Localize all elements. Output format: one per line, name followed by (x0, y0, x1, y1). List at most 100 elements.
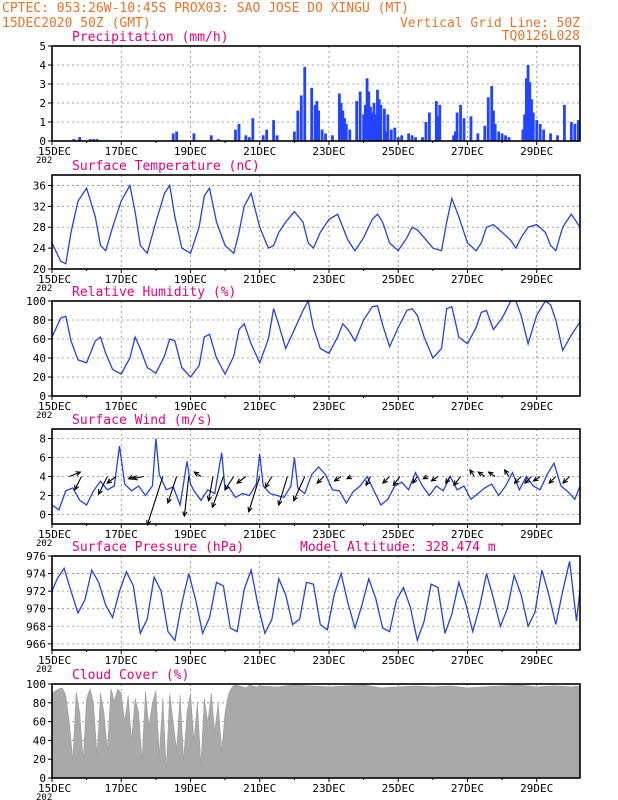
precip-bar (507, 137, 511, 141)
rh-xtick-label: 23DEC (312, 400, 345, 413)
wind-arrow-head (513, 478, 520, 484)
temp-xtick-label: 29DEC (520, 273, 553, 286)
wind-arrow-head (532, 476, 539, 482)
pres-ytick-label: 976 (26, 550, 46, 563)
rh-ytick-label: 100 (26, 295, 46, 308)
cloud-ytick-label: 100 (26, 678, 46, 691)
precip-bar (376, 89, 379, 141)
precip-ytick-label: 0 (39, 135, 46, 148)
precip-bar (476, 133, 480, 141)
pres-ytick-label: 966 (26, 638, 46, 651)
wind-arrow-head (206, 495, 212, 502)
pres-xtick-label: 23DEC (312, 654, 345, 667)
precip-bar (209, 135, 213, 141)
wind-ytick-label: 8 (39, 433, 46, 446)
cloud-xtick-label: 29DEC (520, 782, 553, 795)
precip-bar (528, 82, 532, 141)
chart-panels: 0 1 2 3 4 5 15DEC 17DEC 19DEC 21DEC 23DEC 25DEC 27DE… (26, 30, 581, 800)
cloud-xtick-label: 27DEC (451, 782, 484, 795)
cloud-panel: 0 20 40 60 80 100 15DEC 17DEC 19DEC 21DEC 23DEC 25D… (26, 668, 581, 800)
precip-bar (490, 85, 494, 141)
wind-arrow (132, 475, 144, 480)
precip-bar (493, 123, 497, 141)
rh-ytick-label: 60 (33, 333, 46, 346)
pres-xtick-label: 27DEC (451, 654, 484, 667)
temp-xyear-clipped: 202 (36, 284, 52, 294)
wind-arrow (334, 476, 342, 482)
wind-arrow-head (422, 474, 429, 480)
precip-bar (348, 129, 352, 141)
wind-arrow (278, 476, 288, 506)
precip-ytick-label: 5 (39, 40, 46, 53)
precip-bar (365, 78, 369, 141)
precip-bar (434, 101, 438, 141)
temp-xtick-label: 15DEC (38, 273, 71, 286)
temp-xtick-label: 21DEC (243, 273, 276, 286)
wind-arrow (412, 476, 418, 484)
precip-bar (500, 133, 504, 141)
rh-xtick-label: 19DEC (174, 400, 207, 413)
cloud-xtick-label: 17DEC (105, 782, 138, 795)
wind-arrow-head (146, 519, 152, 527)
wind-arrow (224, 476, 235, 491)
precip-bar (171, 133, 175, 141)
wind-arrow (533, 476, 541, 482)
pres-xtick-label: 15DEC (38, 654, 71, 667)
wind-arrow-head (131, 475, 138, 481)
cloud-xtick-label: 25DEC (382, 782, 415, 795)
precip-bar (455, 112, 459, 141)
wind-arrow-head (430, 476, 437, 482)
wind-arrow-head (453, 480, 459, 487)
pres-series-line (51, 561, 581, 643)
pres-xtick-label: 17DEC (105, 654, 138, 667)
precip-bar (331, 135, 334, 141)
wind-arrow (477, 471, 486, 477)
precip-bar (438, 104, 442, 141)
precip-bar (576, 120, 580, 141)
temp-ytick-label: 32 (33, 200, 46, 213)
wind-arrow (445, 476, 451, 484)
wind-xtick-label: 27DEC (451, 528, 484, 541)
precip-bar (414, 137, 417, 141)
wind-arrow (293, 476, 306, 501)
wind-arrow-head (166, 497, 172, 505)
precip-bar (421, 137, 424, 141)
rh-xyear-clipped: 202 (36, 411, 52, 421)
precip-bar (216, 139, 220, 141)
wind-arrow-head (412, 478, 418, 485)
cloud-ytick-label: 80 (33, 697, 46, 710)
wind-arrow (106, 476, 117, 484)
precip-panel: 0 1 2 3 4 5 15DEC 17DEC 19DEC 21DEC 23DEC 25DEC 27DE… (36, 30, 581, 166)
precip-bar (563, 104, 566, 141)
pres-ytick-label: 972 (26, 585, 46, 598)
precip-bar (573, 123, 577, 141)
wind-arrow (167, 476, 178, 504)
precip-bar (299, 95, 303, 141)
rh-xtick-label: 27DEC (451, 400, 484, 413)
pres-ytick-label: 970 (26, 603, 46, 616)
wind-arrow (431, 476, 439, 482)
precip-bar (377, 99, 381, 141)
wind-arrow-head (182, 511, 188, 518)
wind-arrow (382, 476, 390, 484)
wind-arrow-head (293, 495, 298, 502)
pres-xtick-label: 25DEC (382, 654, 415, 667)
cloud-xtick-label: 15DEC (38, 782, 71, 795)
wind-arrow (453, 476, 461, 486)
temp-series-line (51, 183, 581, 265)
wind-arrow-head (74, 484, 80, 491)
rh-xtick-label: 25DEC (382, 400, 415, 413)
wind-arrow-head (98, 489, 103, 496)
wind-arrow (208, 476, 214, 501)
wind-arrow-head (333, 476, 340, 482)
header-run-time: 15DEC2020 50Z (GMT) (2, 16, 151, 31)
wind-arrow-head (106, 478, 113, 484)
precip-bar (535, 120, 539, 141)
wind-arrow (469, 469, 475, 477)
precip-bar (363, 104, 367, 141)
wind-xtick-label: 23DEC (312, 528, 345, 541)
precip-xtick-label: 15DEC (38, 145, 71, 158)
wind-arrow (193, 471, 202, 477)
precip-bar (556, 135, 559, 141)
pres-xyear-clipped: 202 (36, 665, 52, 675)
